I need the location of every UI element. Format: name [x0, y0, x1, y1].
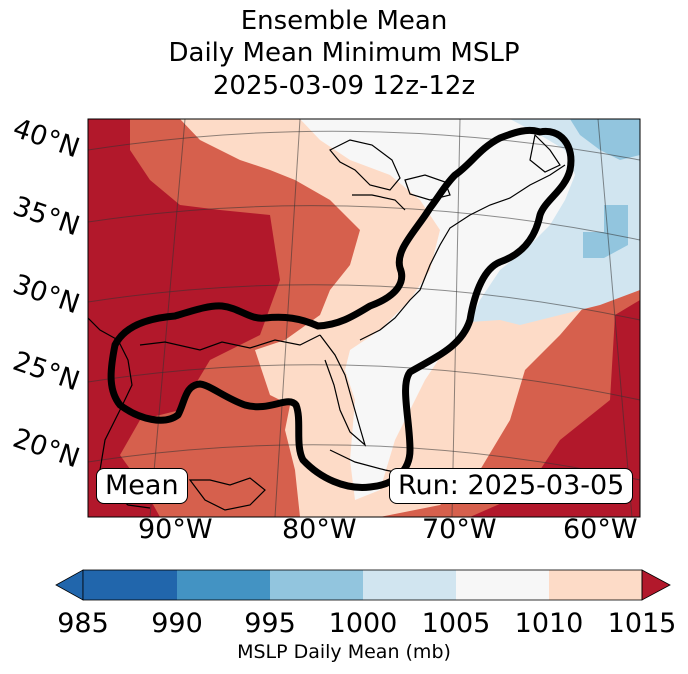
band-990-995-patch [583, 205, 628, 258]
mean-label: Mean [96, 468, 188, 504]
colorbar [55, 569, 671, 601]
colorbar-995-1000 [270, 570, 363, 600]
map-frame [87, 118, 641, 518]
title-line-2: Daily Mean Minimum MSLP [168, 38, 520, 68]
ensemble-contour [107, 126, 575, 491]
colorbar-tick-995: 995 [244, 608, 296, 639]
colorbar-tick-1005: 1005 [421, 608, 491, 639]
colorbar-tick-990: 990 [151, 608, 203, 639]
colorbar-1010-1015 [549, 570, 642, 600]
title-line-3: 2025-03-09 12z-12z [212, 71, 476, 101]
colorbar-985-990 [83, 570, 177, 600]
colorbar-label: MSLP Daily Mean (mb) [237, 641, 451, 663]
lon-label-90w: 90°W [138, 514, 213, 545]
colorbar-tick-1000: 1000 [328, 608, 398, 639]
lon-label-70w: 70°W [422, 514, 497, 545]
lon-label-80w: 80°W [282, 514, 357, 545]
colorbar-tick-1010: 1010 [514, 608, 584, 639]
colorbar-1000-1005 [363, 570, 456, 600]
colorbar-tick-985: 985 [57, 608, 109, 639]
run-date-label: Run: 2025-03-05 [389, 468, 634, 504]
band-990-995 [570, 119, 640, 160]
colorbar-1005-1010 [456, 570, 549, 600]
band-995-1000 [470, 119, 640, 325]
title-line-1: Ensemble Mean [240, 6, 448, 36]
coastlines [88, 133, 566, 511]
colorbar-extend-high [641, 569, 671, 601]
colorbar-extend-low [55, 569, 84, 601]
colorbar-tick-1015: 1015 [607, 608, 677, 639]
colorbar-990-995 [177, 570, 270, 600]
lon-label-60w: 60°W [563, 514, 638, 545]
